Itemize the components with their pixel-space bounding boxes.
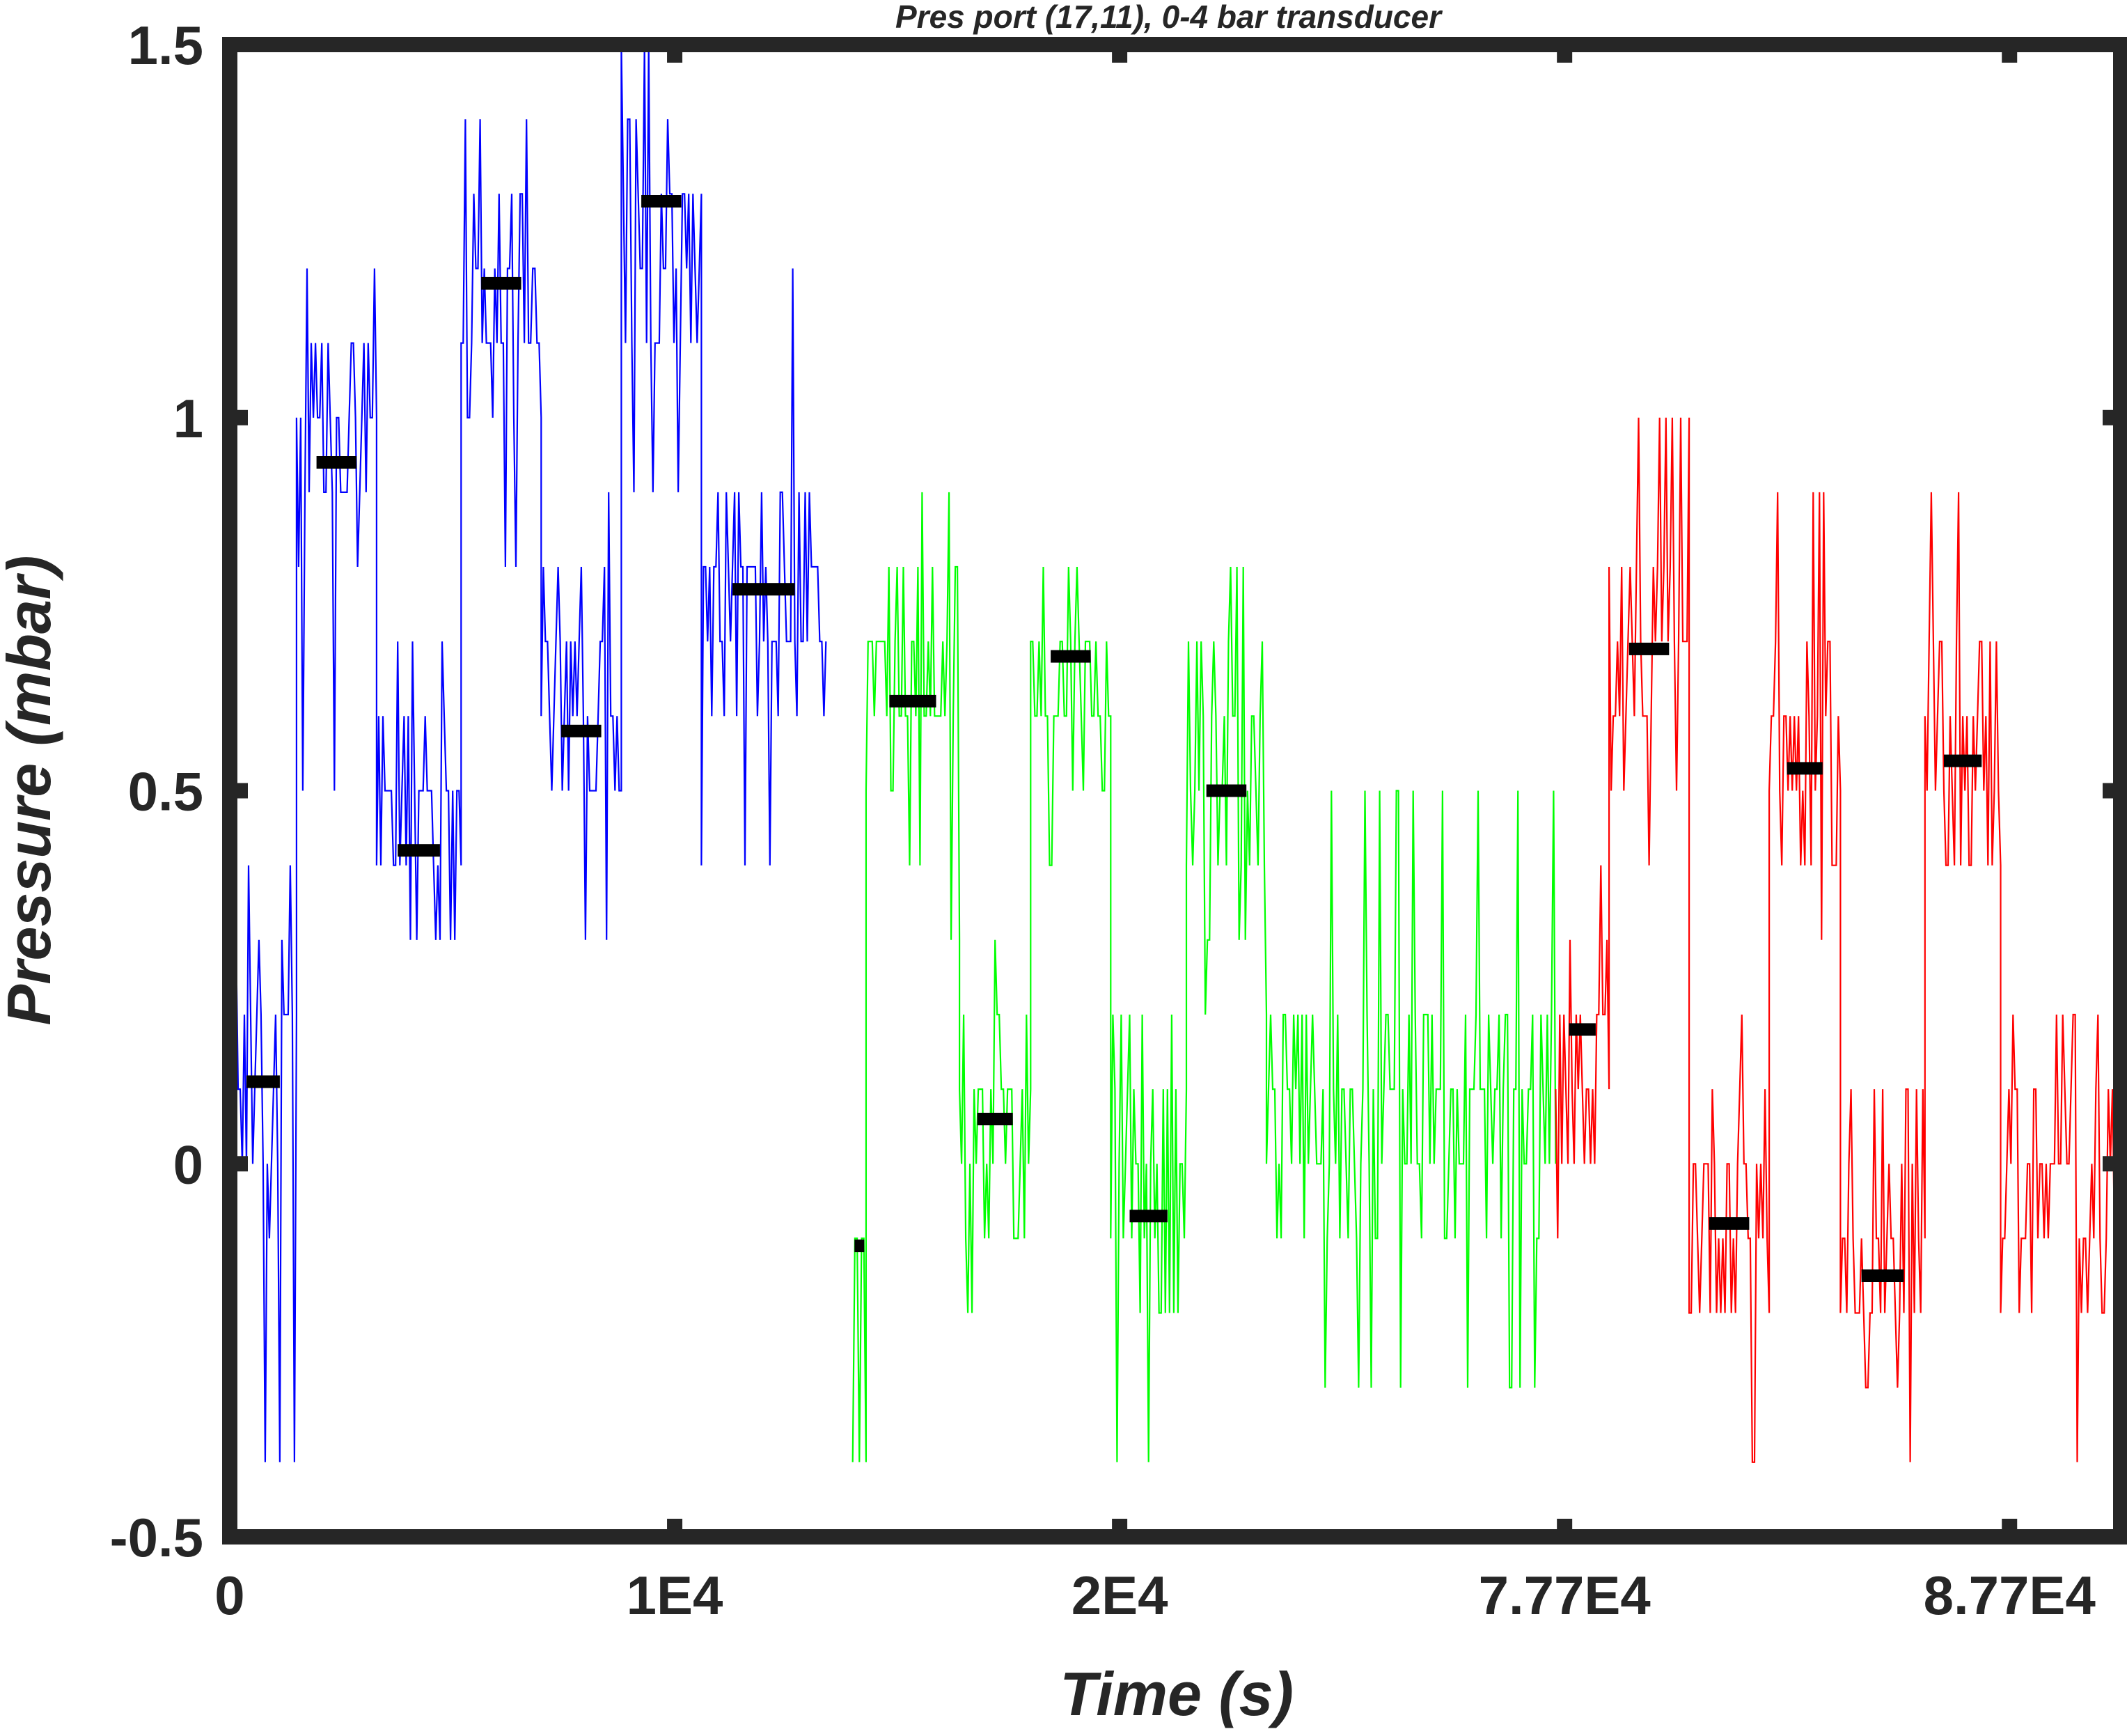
y-axis-label: Pressure (mbar) [0, 556, 63, 1026]
x-tick-label: 0 [214, 1565, 244, 1626]
red-pressure-trace [1555, 417, 2122, 1463]
x-tick-label: 2E4 [1072, 1565, 1168, 1626]
chart-title: Pres port (17,11), 0-4 bar transducer [895, 0, 1443, 35]
green-mean-marker-3 [1051, 650, 1091, 663]
y-tick-label: -0.5 [110, 1507, 203, 1568]
y-tick-label: 0 [173, 1134, 203, 1195]
blue-mean-marker-6 [732, 583, 795, 596]
blue-pressure-trace [230, 44, 827, 1462]
red-mean-marker-5 [1944, 754, 1982, 767]
x-axis-ticks: 0 1E4 2E4 7.77E4 8.77E4 [214, 45, 2096, 1626]
blue-mean-marker-5 [641, 195, 682, 208]
red-mean-marker-3 [1787, 762, 1823, 775]
red-mean-marker-0 [1569, 1023, 1596, 1036]
blue-mean-marker-0 [246, 1075, 280, 1088]
blue-mean-marker-1 [316, 456, 357, 469]
y-tick-label: 0.5 [128, 761, 203, 822]
green-mean-marker-0 [854, 1240, 865, 1253]
x-tick-label: 8.77E4 [1924, 1565, 2096, 1626]
red-mean-marker-4 [1861, 1269, 1904, 1282]
red-mean-marker-2 [1709, 1217, 1750, 1230]
x-axis-label: Time (s) [1060, 1659, 1294, 1728]
blue-mean-marker-2 [398, 844, 440, 857]
y-axis-ticks: -0.5 0 0.5 1 1.5 [110, 15, 2121, 1568]
green-mean-marker-5 [1206, 784, 1247, 797]
red-mean-marker-1 [1628, 642, 1670, 655]
blue-mean-marker-3 [481, 276, 521, 290]
y-tick-label: 1.5 [128, 15, 203, 76]
x-tick-label: 1E4 [627, 1565, 723, 1626]
blue-mean-marker-4 [561, 724, 602, 737]
plot-area [230, 44, 2122, 1463]
green-mean-marker-2 [977, 1113, 1013, 1125]
green-mean-marker-1 [889, 694, 936, 707]
x-tick-label: 7.77E4 [1479, 1565, 1651, 1626]
mean-markers [246, 195, 1982, 1282]
green-mean-marker-4 [1129, 1210, 1168, 1223]
y-tick-label: 1 [173, 388, 203, 449]
green-pressure-trace [851, 492, 1557, 1462]
